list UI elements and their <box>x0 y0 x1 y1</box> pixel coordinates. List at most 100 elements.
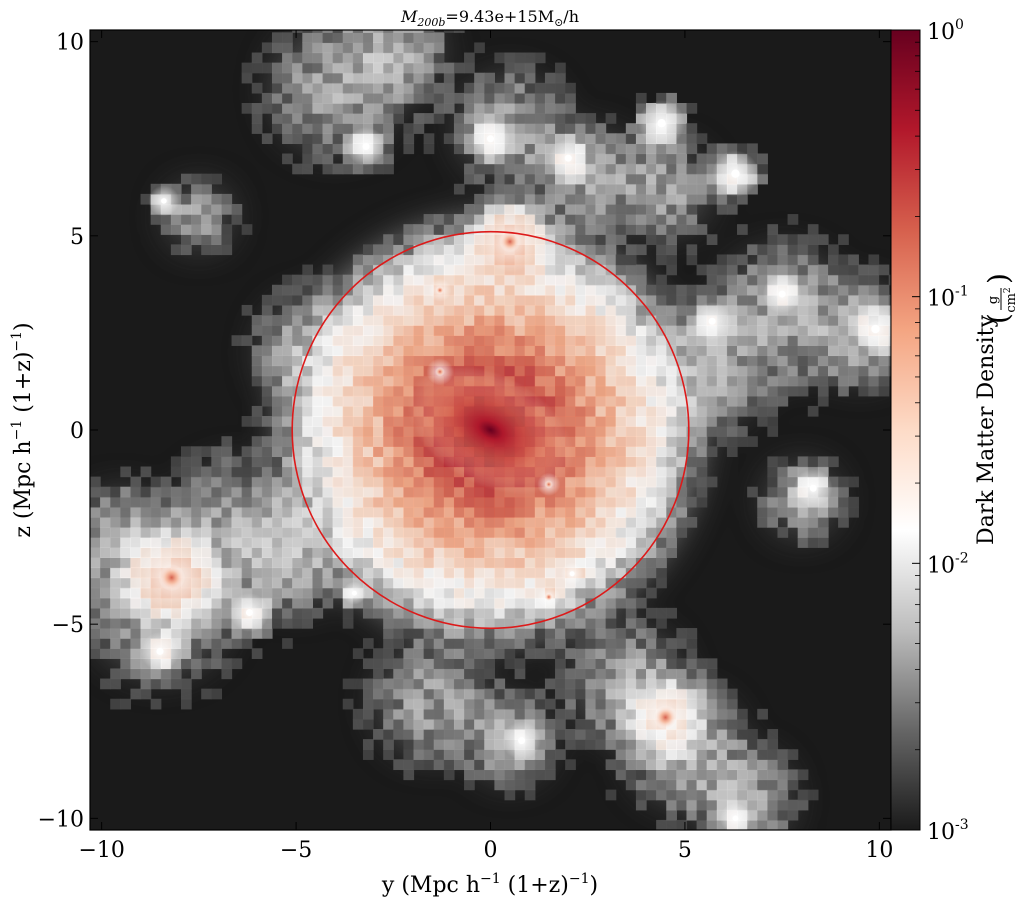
density-pixel <box>322 42 334 54</box>
density-pixel <box>514 688 526 700</box>
density-pixel <box>494 729 506 740</box>
density-pixel <box>464 628 475 639</box>
density-pixel <box>322 436 334 447</box>
density-pixel <box>656 648 667 659</box>
density-pixel <box>524 638 536 649</box>
density-pixel <box>646 395 657 407</box>
density-pixel <box>423 72 435 84</box>
density-pixel <box>474 224 485 235</box>
density-pixel <box>170 456 182 468</box>
density-pixel <box>342 365 354 377</box>
density-pixel <box>393 698 405 710</box>
density-pixel <box>555 123 566 134</box>
density-pixel <box>575 284 586 296</box>
density-pixel <box>686 173 698 185</box>
density-pixel <box>635 143 647 155</box>
density-pixel <box>180 224 192 235</box>
density-pixel <box>635 648 647 659</box>
density-pixel <box>251 62 263 74</box>
density-pixel <box>231 567 243 579</box>
density-pixel <box>453 688 465 700</box>
density-pixel <box>160 476 172 488</box>
density-pixel <box>403 436 415 447</box>
density-pixel <box>342 113 354 124</box>
density-pixel <box>635 133 647 145</box>
density-pixel <box>504 103 516 114</box>
density-pixel <box>474 355 485 367</box>
density-pixel <box>261 466 273 478</box>
density-pixel <box>393 345 405 357</box>
density-pixel <box>282 476 293 488</box>
density-pixel <box>716 193 728 205</box>
density-pixel <box>797 375 809 387</box>
density-pixel <box>453 123 465 134</box>
density-pixel <box>716 264 728 276</box>
density-pixel <box>443 476 455 488</box>
density-pixel <box>767 345 779 357</box>
density-pixel <box>221 466 233 478</box>
density-pixel <box>170 496 182 508</box>
density-pixel <box>625 203 637 215</box>
density-pixel <box>221 557 233 569</box>
density-pixel <box>544 193 556 205</box>
density-pixel <box>484 486 495 498</box>
density-pixel <box>797 456 809 468</box>
density-pixel <box>403 335 415 346</box>
density-pixel <box>383 345 394 357</box>
density-pixel <box>575 304 586 316</box>
density-pixel <box>585 385 597 397</box>
density-pixel <box>383 486 394 498</box>
density-pixel <box>302 274 314 286</box>
density-pixel <box>585 254 597 266</box>
density-pixel <box>524 153 536 165</box>
density-pixel <box>433 264 445 276</box>
density-pixel <box>474 173 485 185</box>
density-pixel <box>686 628 698 639</box>
density-pixel <box>352 375 364 387</box>
colorbar-tick-label: 10-1 <box>927 284 969 312</box>
density-pixel <box>646 779 657 791</box>
density-pixel <box>514 355 526 367</box>
density-pixel <box>777 385 789 397</box>
density-pixel <box>373 597 384 609</box>
density-pixel <box>251 103 263 114</box>
density-pixel <box>555 92 566 104</box>
density-pixel <box>575 244 586 256</box>
density-pixel <box>757 506 768 518</box>
density-pixel <box>646 547 657 558</box>
density-pixel <box>342 506 354 518</box>
density-pixel <box>656 405 667 417</box>
density-pixel <box>514 163 526 175</box>
density-pixel <box>817 234 829 245</box>
density-pixel <box>443 335 455 346</box>
density-pixel <box>706 678 718 690</box>
density-pixel <box>797 799 809 811</box>
density-pixel <box>231 628 243 639</box>
density-pixel <box>393 537 405 548</box>
density-pixel <box>575 274 586 286</box>
density-pixel <box>605 163 617 175</box>
density-pixel <box>848 375 859 387</box>
density-pixel <box>130 617 142 629</box>
density-pixel <box>160 516 172 528</box>
density-pixel <box>625 628 637 639</box>
density-pixel <box>555 729 566 740</box>
density-pixel <box>484 749 495 760</box>
density-pixel <box>504 688 516 700</box>
x-tick-label: −5 <box>280 838 312 863</box>
density-pixel <box>716 345 728 357</box>
density-pixel <box>393 527 405 538</box>
density-pixel <box>423 274 435 286</box>
density-pixel <box>726 375 738 387</box>
density-pixel <box>524 567 536 579</box>
density-pixel <box>767 254 779 266</box>
density-pixel <box>413 577 425 589</box>
density-pixel <box>90 557 101 569</box>
density-pixel <box>534 203 546 215</box>
density-pixel <box>342 82 354 94</box>
density-pixel <box>504 597 516 609</box>
density-pixel <box>555 678 566 690</box>
density-pixel <box>696 365 708 377</box>
density-pixel <box>484 718 495 730</box>
density-pixel <box>342 315 354 326</box>
